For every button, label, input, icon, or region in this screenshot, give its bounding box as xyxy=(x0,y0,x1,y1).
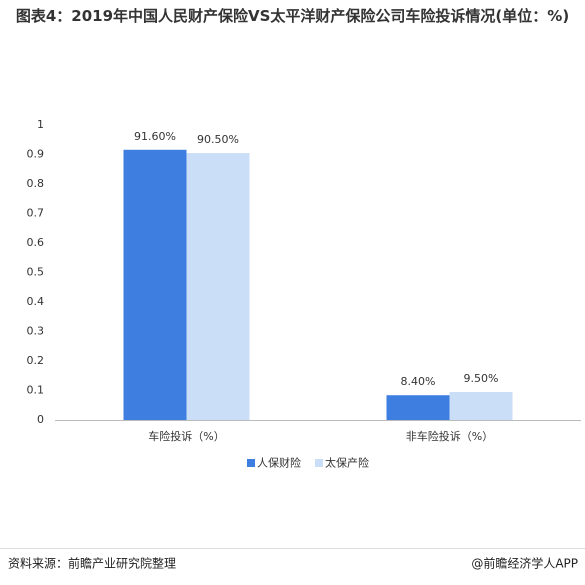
value-label: 91.60% xyxy=(134,130,176,143)
y-tick-label: 0.8 xyxy=(27,177,45,190)
y-tick-label: 0.7 xyxy=(27,207,45,220)
y-tick-label: 0.1 xyxy=(27,384,45,397)
y-tick-label: 0.6 xyxy=(27,236,45,249)
source: 资料来源：前瞻产业研究院整理 xyxy=(8,556,176,571)
chart-title: 图表4：2019年中国人民财产保险VS太平洋财产保险公司车险投诉情况(单位：%) xyxy=(15,7,570,25)
y-tick-label: 0 xyxy=(37,413,44,426)
value-label: 9.50% xyxy=(464,372,499,385)
y-tick-label: 0.9 xyxy=(27,148,45,161)
value-label: 8.40% xyxy=(401,375,436,388)
legend-label: 人保财险 xyxy=(257,456,301,470)
y-tick-label: 0.2 xyxy=(27,354,45,367)
y-tick-label: 0.3 xyxy=(27,325,45,338)
bar xyxy=(386,395,450,420)
legend-label: 太保产险 xyxy=(325,456,369,470)
value-label: 90.50% xyxy=(197,133,239,146)
y-tick-label: 0.4 xyxy=(27,295,45,308)
legend-swatch xyxy=(315,459,323,467)
bar xyxy=(123,149,187,420)
y-tick-label: 1 xyxy=(37,118,44,131)
bar xyxy=(186,153,250,420)
x-tick-label: 车险投诉（%） xyxy=(148,429,224,443)
legend-swatch xyxy=(247,459,255,467)
x-tick-label: 非车险投诉（%） xyxy=(406,429,493,443)
bar xyxy=(449,391,513,420)
brand: @前瞻经济学人APP xyxy=(471,556,578,571)
y-tick-label: 0.5 xyxy=(27,266,45,279)
